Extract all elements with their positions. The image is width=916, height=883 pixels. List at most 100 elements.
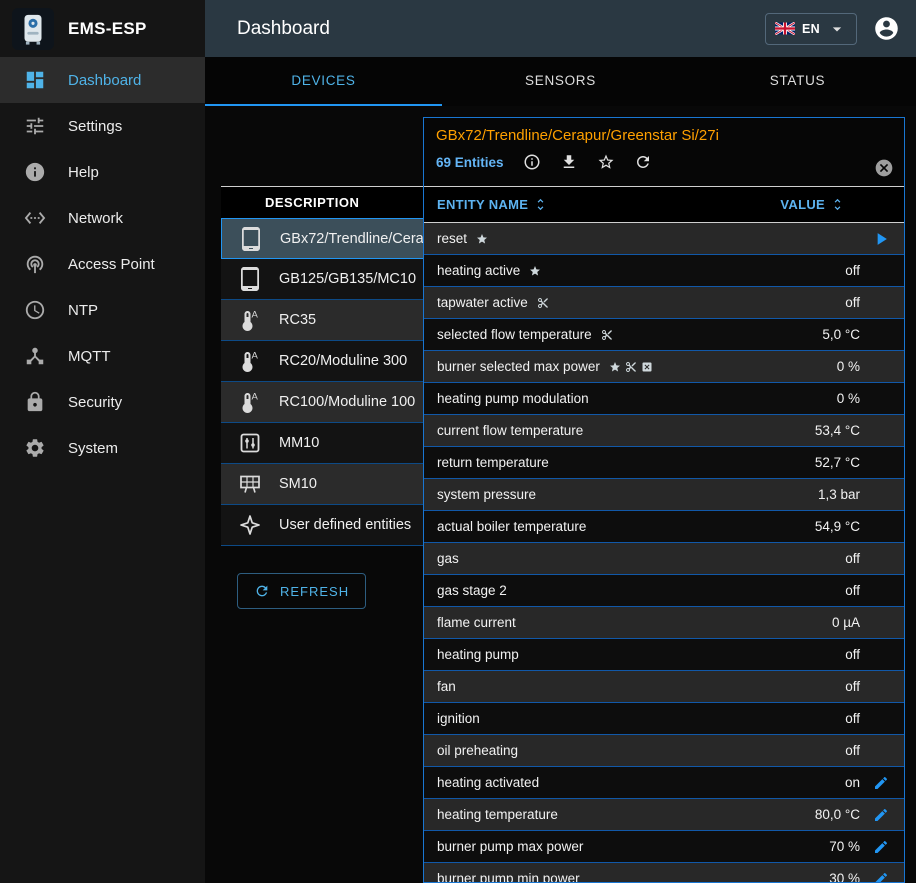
device-name: RC100/Moduline 100 (279, 394, 416, 410)
device-hub-icon (24, 345, 46, 367)
sidebar-item-ntp[interactable]: NTP (0, 287, 205, 333)
sidebar-item-label: Access Point (68, 255, 155, 273)
tab-devices[interactable]: DEVICES (205, 57, 442, 106)
entity-name: heating pump modulation (437, 391, 589, 406)
entity-name: system pressure (437, 487, 537, 502)
entity-name: burner pump max power (437, 839, 584, 854)
entity-name-cell: ignition (437, 711, 480, 726)
sidebar-item-mqtt[interactable]: MQTT (0, 333, 205, 379)
entity-name-cell: flame current (437, 615, 516, 630)
entity-name-cell: heating temperature (437, 807, 558, 822)
refresh-entities-icon[interactable] (634, 153, 652, 171)
entity-name-cell: heating pump modulation (437, 391, 589, 406)
entity-name: burner selected max power (437, 359, 600, 374)
entity-name: ignition (437, 711, 480, 726)
ems-esp-logo-icon (12, 7, 54, 50)
entity-value: 53,4 °C (814, 423, 860, 438)
sort-icon[interactable] (533, 197, 548, 212)
entity-action-slot (866, 807, 896, 823)
edit-icon[interactable] (873, 775, 889, 791)
star-icon (529, 265, 541, 277)
uk-flag-icon (775, 22, 796, 35)
sidebar-menu: Dashboard Settings Help Network Access Point… (0, 57, 205, 471)
info-icon[interactable] (523, 153, 541, 171)
favorites-icon[interactable] (597, 153, 615, 171)
edit-icon[interactable] (873, 807, 889, 823)
edit-icon[interactable] (873, 839, 889, 855)
entity-row: heating activated on (424, 767, 904, 799)
entity-name: actual boiler temperature (437, 519, 587, 534)
description-column-header: DESCRIPTION (265, 195, 360, 210)
box-x-icon (641, 361, 653, 373)
close-icon[interactable] (874, 158, 894, 178)
sidebar-item-security[interactable]: Security (0, 379, 205, 425)
thermostat-auto-icon: A (238, 390, 262, 414)
sidebar-item-network[interactable]: Network (0, 195, 205, 241)
sidebar-item-label: Settings (68, 117, 123, 135)
entity-name: flame current (437, 615, 516, 630)
account-icon[interactable] (873, 15, 900, 42)
sidebar-item-settings[interactable]: Settings (0, 103, 205, 149)
dashboard-icon (24, 69, 46, 91)
entity-row: reset (424, 223, 904, 255)
download-icon[interactable] (560, 153, 578, 171)
entity-name-cell: heating active (437, 263, 541, 278)
entity-row: heating pump off (424, 639, 904, 671)
entity-name-cell: heating pump (437, 647, 519, 662)
sidebar-item-system[interactable]: System (0, 425, 205, 471)
entity-name: gas (437, 551, 459, 566)
entity-value: off (845, 551, 860, 566)
entity-name-cell: burner selected max power (437, 359, 653, 374)
entity-name: heating pump (437, 647, 519, 662)
entity-row: heating temperature 80,0 °C (424, 799, 904, 831)
sidebar: EMS-ESP Dashboard Settings Help Network Acce… (0, 0, 205, 883)
entity-value: 70 % (829, 839, 860, 854)
scissors-icon (601, 329, 613, 341)
entity-name: gas stage 2 (437, 583, 507, 598)
sidebar-item-access-point[interactable]: Access Point (0, 241, 205, 287)
solar-panel-icon (238, 472, 262, 496)
chevron-down-icon (827, 19, 847, 39)
refresh-icon (254, 583, 270, 599)
entity-value: on (844, 775, 860, 790)
edit-icon[interactable] (873, 871, 889, 882)
sidebar-item-label: MQTT (68, 347, 111, 365)
lock-icon (24, 391, 46, 413)
entity-row: fan off (424, 671, 904, 703)
refresh-button[interactable]: REFRESH (237, 573, 367, 609)
entity-row: gas off (424, 543, 904, 575)
entity-name: current flow temperature (437, 423, 584, 438)
entity-row: system pressure 1,3 bar (424, 479, 904, 511)
entity-row: heating pump modulation 0 % (424, 383, 904, 415)
entity-flags (601, 329, 613, 341)
entity-name-cell: system pressure (437, 487, 536, 502)
language-selector[interactable]: EN (765, 12, 857, 45)
value-column-header[interactable]: VALUE (780, 197, 825, 212)
execute-icon[interactable] (871, 229, 891, 249)
gear-icon (24, 437, 46, 459)
tune-icon (24, 115, 46, 137)
entity-row: selected flow temperature 5,0 °C (424, 319, 904, 351)
entity-row: burner pump max power 70 % (424, 831, 904, 863)
custom-entities-icon (238, 513, 262, 537)
entity-flags (537, 297, 549, 309)
tab-sensors[interactable]: SENSORS (525, 73, 596, 88)
sidebar-item-dashboard[interactable]: Dashboard (0, 57, 205, 103)
sort-icon[interactable] (830, 197, 845, 212)
entity-value: off (845, 263, 860, 278)
tab-status[interactable]: STATUS (769, 73, 826, 88)
boiler-icon (239, 226, 263, 251)
sidebar-item-help[interactable]: Help (0, 149, 205, 195)
settings-ethernet-icon (24, 207, 46, 229)
entity-name-cell: tapwater active (437, 295, 549, 310)
entity-value: 54,9 °C (814, 519, 860, 534)
entity-flags (609, 361, 653, 373)
entity-value: off (845, 583, 860, 598)
entity-value: 0 µA (831, 615, 860, 630)
entity-name-cell: gas (437, 551, 459, 566)
entity-name-column-header[interactable]: ENTITY NAME (437, 197, 529, 212)
boiler-icon (238, 267, 262, 291)
entity-name: return temperature (437, 455, 549, 470)
device-name: User defined entities (279, 517, 412, 533)
entity-name-cell: reset (437, 231, 488, 246)
